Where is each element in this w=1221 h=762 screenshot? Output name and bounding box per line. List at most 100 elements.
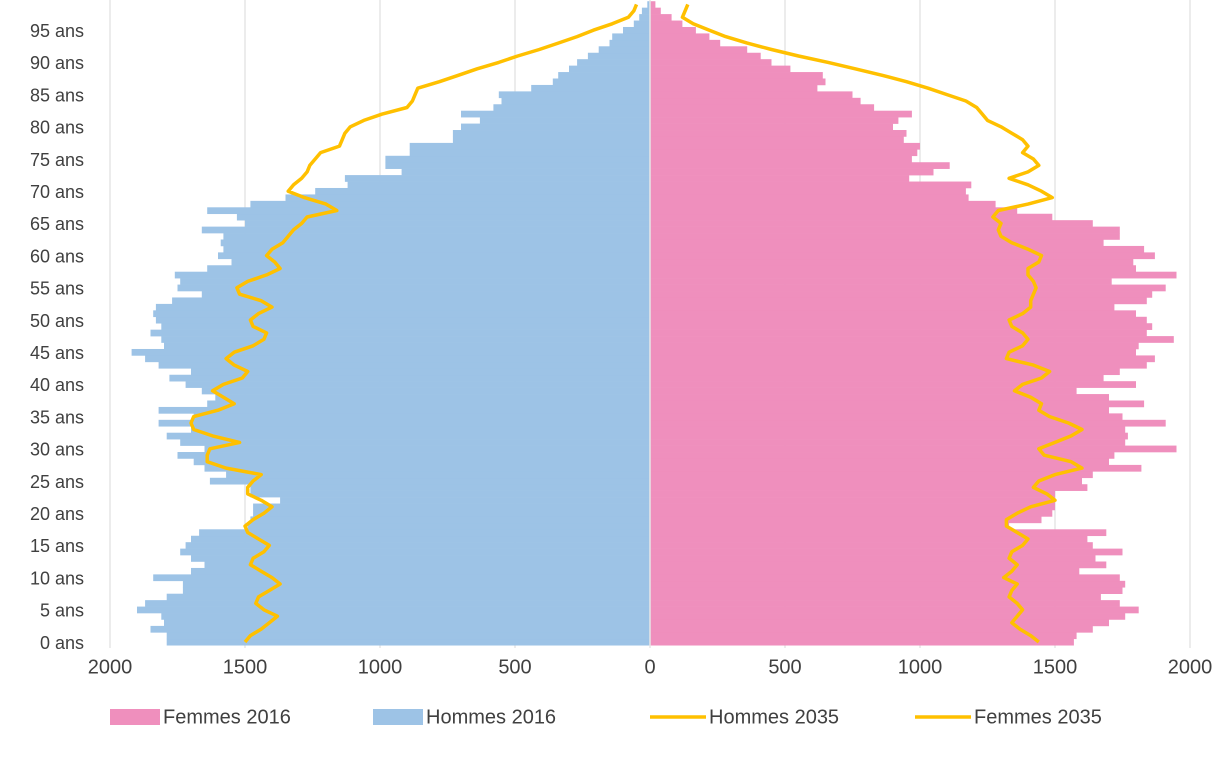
bar [250, 484, 650, 491]
y-tick-label: 5 ans [40, 601, 84, 621]
bar [137, 606, 650, 614]
bar [650, 426, 1126, 433]
legend-swatch [373, 709, 423, 725]
y-tick-label: 80 ans [30, 118, 84, 138]
bar [650, 239, 1104, 247]
bar [182, 587, 650, 594]
bar [204, 561, 650, 569]
bar [650, 625, 1093, 633]
bar [650, 200, 996, 208]
bar [650, 413, 1123, 421]
y-tick-label: 15 ans [30, 536, 84, 556]
bar [347, 181, 650, 189]
y-tick-label: 35 ans [30, 407, 84, 427]
bar [461, 123, 650, 131]
bar [650, 155, 912, 163]
bar [204, 445, 650, 453]
bar [558, 72, 650, 79]
bar [650, 220, 1093, 227]
y-tick-label: 50 ans [30, 311, 84, 331]
bar [650, 387, 1077, 395]
bar [250, 516, 650, 524]
bar [461, 110, 650, 118]
bar [650, 303, 1115, 311]
y-tick-label: 40 ans [30, 375, 84, 395]
bar [204, 464, 650, 472]
bar [493, 104, 650, 111]
bar [650, 162, 950, 169]
bar [207, 207, 650, 215]
x-tick-label: 1000 [358, 656, 403, 678]
bar [650, 400, 1145, 408]
bar [344, 175, 650, 182]
bar [161, 323, 651, 330]
bar [650, 297, 1147, 305]
bar [650, 39, 721, 47]
bar [253, 503, 650, 511]
bar [164, 342, 650, 350]
bar [650, 72, 823, 79]
bar [215, 394, 651, 401]
bar [250, 490, 650, 498]
bar [650, 632, 1077, 640]
bar [174, 271, 651, 279]
bar [501, 97, 650, 105]
bar [315, 187, 650, 195]
bar [650, 477, 1082, 485]
bar [633, 20, 650, 28]
bar [650, 26, 696, 34]
bar [226, 471, 650, 479]
bar [650, 381, 1136, 388]
bar [650, 458, 1109, 466]
legend-label: Hommes 2035 [709, 706, 839, 728]
bar [552, 78, 650, 86]
bar [650, 516, 1042, 524]
bar [650, 271, 1177, 279]
bar [650, 355, 1155, 363]
bar [647, 1, 650, 8]
bar [650, 110, 912, 118]
y-tick-label: 20 ans [30, 504, 84, 524]
bar [650, 574, 1120, 582]
bar [153, 574, 650, 582]
bar [158, 419, 650, 427]
bar [650, 567, 1080, 575]
bar [650, 187, 966, 195]
bar [598, 46, 650, 54]
x-tick-label: 2000 [1168, 656, 1213, 678]
bar [650, 529, 1107, 537]
bar [150, 329, 650, 337]
bar [650, 484, 1088, 491]
bar [177, 284, 650, 292]
bar [650, 168, 934, 176]
bar [155, 303, 650, 311]
bar [166, 593, 650, 601]
bar [650, 252, 1155, 260]
x-tick-label: 0 [644, 656, 655, 678]
bar [531, 84, 650, 92]
bar [231, 258, 650, 266]
bar [650, 452, 1115, 459]
bar [650, 213, 1053, 221]
bar [650, 149, 918, 157]
bar [650, 613, 1126, 620]
bar [650, 226, 1120, 234]
bar [650, 361, 1147, 369]
y-tick-label: 95 ans [30, 21, 84, 41]
bar [161, 336, 651, 343]
bar [250, 200, 650, 208]
bar [650, 142, 920, 150]
bar [650, 123, 893, 131]
bar [155, 316, 650, 324]
y-tick-label: 60 ans [30, 246, 84, 266]
bar [650, 1, 656, 8]
bar [185, 381, 650, 388]
bar [650, 33, 710, 41]
bar [650, 207, 1018, 215]
bar [650, 175, 910, 182]
bar [145, 600, 650, 607]
bar [650, 245, 1145, 253]
bar [385, 155, 650, 163]
bar [650, 52, 761, 60]
bar [650, 233, 1120, 240]
